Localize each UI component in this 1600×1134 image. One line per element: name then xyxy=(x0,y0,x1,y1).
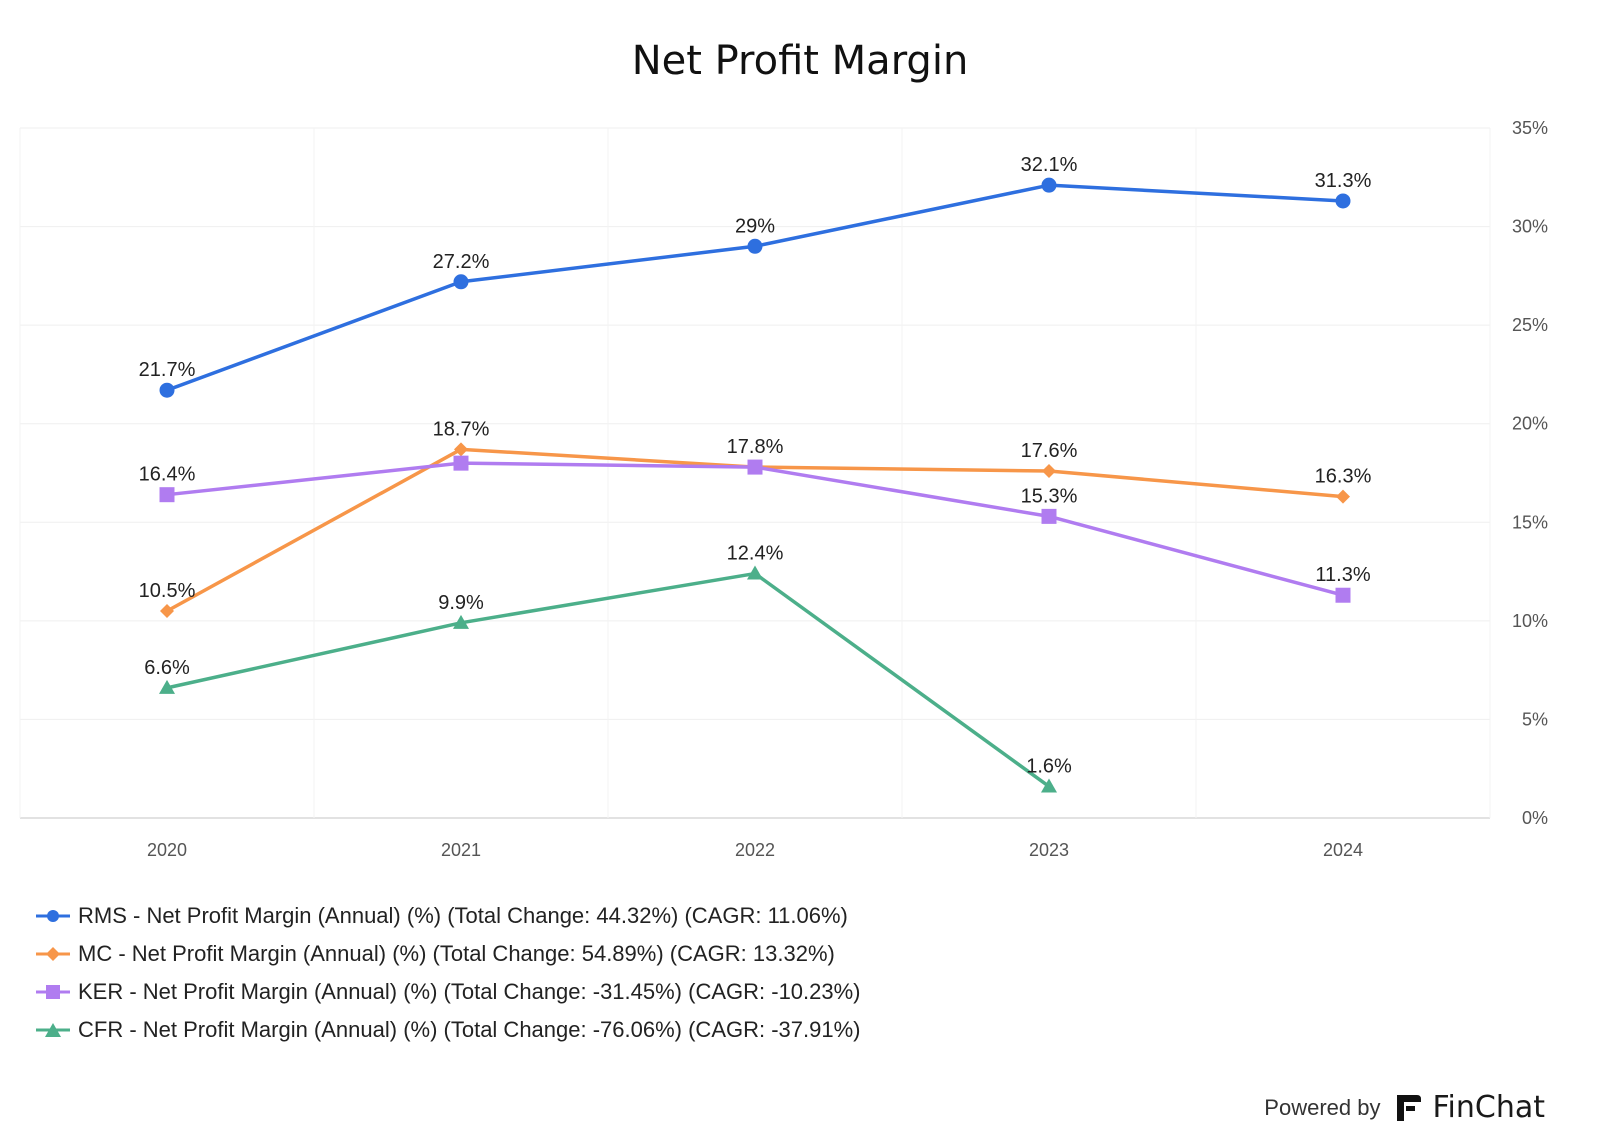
legend-marker-ker xyxy=(36,985,70,999)
legend-label-cfr: CFR - Net Profit Margin (Annual) (%) (To… xyxy=(78,1017,861,1042)
legend-label-mc: MC - Net Profit Margin (Annual) (%) (Tot… xyxy=(78,941,835,966)
y-tick-label: 25% xyxy=(1512,315,1548,335)
data-label: 10.5% xyxy=(139,580,196,602)
data-label: 6.6% xyxy=(144,657,190,679)
legend-item-cfr[interactable]: CFR - Net Profit Margin (Annual) (%) (To… xyxy=(36,1011,861,1049)
data-point-marker[interactable] xyxy=(1335,587,1351,603)
data-label: 32.1% xyxy=(1021,154,1078,176)
series-3 xyxy=(159,565,1057,793)
data-point-marker[interactable] xyxy=(1041,508,1057,524)
data-point-marker[interactable] xyxy=(747,565,763,580)
legend-marker-cfr xyxy=(36,1023,70,1037)
data-point-marker[interactable] xyxy=(159,382,175,398)
data-point-marker[interactable] xyxy=(159,487,175,503)
finchat-brand: FinChat xyxy=(1432,1090,1545,1125)
data-label: 16.3% xyxy=(1315,466,1372,488)
data-label: 17.8% xyxy=(727,436,784,458)
data-label: 31.3% xyxy=(1315,170,1372,192)
y-tick-label: 15% xyxy=(1512,512,1548,532)
x-tick-label: 2023 xyxy=(1029,840,1069,860)
series-2 xyxy=(159,455,1351,603)
data-point-marker[interactable] xyxy=(453,614,469,629)
series-0 xyxy=(159,177,1351,398)
data-point-marker[interactable] xyxy=(453,455,469,471)
data-label: 18.7% xyxy=(433,418,490,440)
powered-by-credit[interactable]: Powered by FinChat xyxy=(1264,1090,1545,1125)
data-point-marker[interactable] xyxy=(1335,193,1351,209)
x-tick-label: 2021 xyxy=(441,840,481,860)
y-tick-label: 5% xyxy=(1522,709,1548,729)
data-labels-layer: 21.7% 27.2% 29% 32.1% 31.3% 10.5% 18.7% 17.8% 17… xyxy=(139,154,1372,777)
y-tick-label: 30% xyxy=(1512,217,1548,237)
chart-title: Net Profit Margin xyxy=(631,38,969,84)
data-label: 12.4% xyxy=(727,543,784,565)
data-point-marker[interactable] xyxy=(1041,778,1057,793)
y-axis-ticks: 0% 5% 10% 15% 20% 25% 30% 35% xyxy=(1512,118,1548,828)
data-label: 16.4% xyxy=(139,464,196,486)
line-chart: 0%5%10%15%20%25%30%35% 2020 2021 2022 2023 2… xyxy=(19,118,1548,860)
data-point-marker[interactable] xyxy=(160,604,174,618)
legend-item-ker[interactable]: KER - Net Profit Margin (Annual) (%) (To… xyxy=(36,973,861,1011)
legend-label-ker: KER - Net Profit Margin (Annual) (%) (To… xyxy=(78,979,861,1004)
data-point-marker[interactable] xyxy=(1336,489,1350,504)
finchat-logo-icon xyxy=(1397,1094,1422,1121)
data-label: 17.6% xyxy=(1021,440,1078,462)
data-label: 1.6% xyxy=(1026,755,1072,777)
y-tick-label: 35% xyxy=(1512,118,1548,138)
chart-legend: RMS - Net Profit Margin (Annual) (%) (To… xyxy=(36,897,861,1049)
data-point-marker[interactable] xyxy=(747,238,763,254)
series-line[interactable] xyxy=(166,571,1051,788)
data-point-marker[interactable] xyxy=(1042,464,1056,479)
series-layer xyxy=(159,177,1351,793)
y-tick-label: 10% xyxy=(1512,611,1548,631)
data-label: 9.9% xyxy=(438,592,484,614)
data-label: 21.7% xyxy=(139,359,196,381)
legend-label-rms: RMS - Net Profit Margin (Annual) (%) (To… xyxy=(78,903,848,928)
data-label: 11.3% xyxy=(1315,564,1370,586)
y-tick-label: 0% xyxy=(1522,808,1548,828)
data-label: 29% xyxy=(735,215,775,237)
y-tick-label: 20% xyxy=(1512,414,1548,434)
x-tick-label: 2022 xyxy=(735,840,775,860)
legend-item-rms[interactable]: RMS - Net Profit Margin (Annual) (%) (To… xyxy=(36,897,861,935)
x-tick-label: 2020 xyxy=(147,840,187,860)
x-tick-label: 2024 xyxy=(1323,840,1363,860)
data-label: 15.3% xyxy=(1021,485,1078,507)
data-point-marker[interactable] xyxy=(1041,177,1057,193)
legend-marker-mc xyxy=(36,947,70,961)
data-point-marker[interactable] xyxy=(453,274,469,290)
data-point-marker[interactable] xyxy=(747,459,763,475)
legend-item-mc[interactable]: MC - Net Profit Margin (Annual) (%) (Tot… xyxy=(36,935,861,973)
legend-marker-rms xyxy=(36,910,70,922)
data-label: 27.2% xyxy=(433,251,490,273)
powered-by-text: Powered by xyxy=(1264,1094,1381,1120)
chart-grid xyxy=(19,127,1491,819)
data-point-marker[interactable] xyxy=(454,442,468,457)
data-point-marker[interactable] xyxy=(159,679,175,694)
x-axis-ticks: 2020 2021 2022 2023 2024 xyxy=(147,840,1363,860)
